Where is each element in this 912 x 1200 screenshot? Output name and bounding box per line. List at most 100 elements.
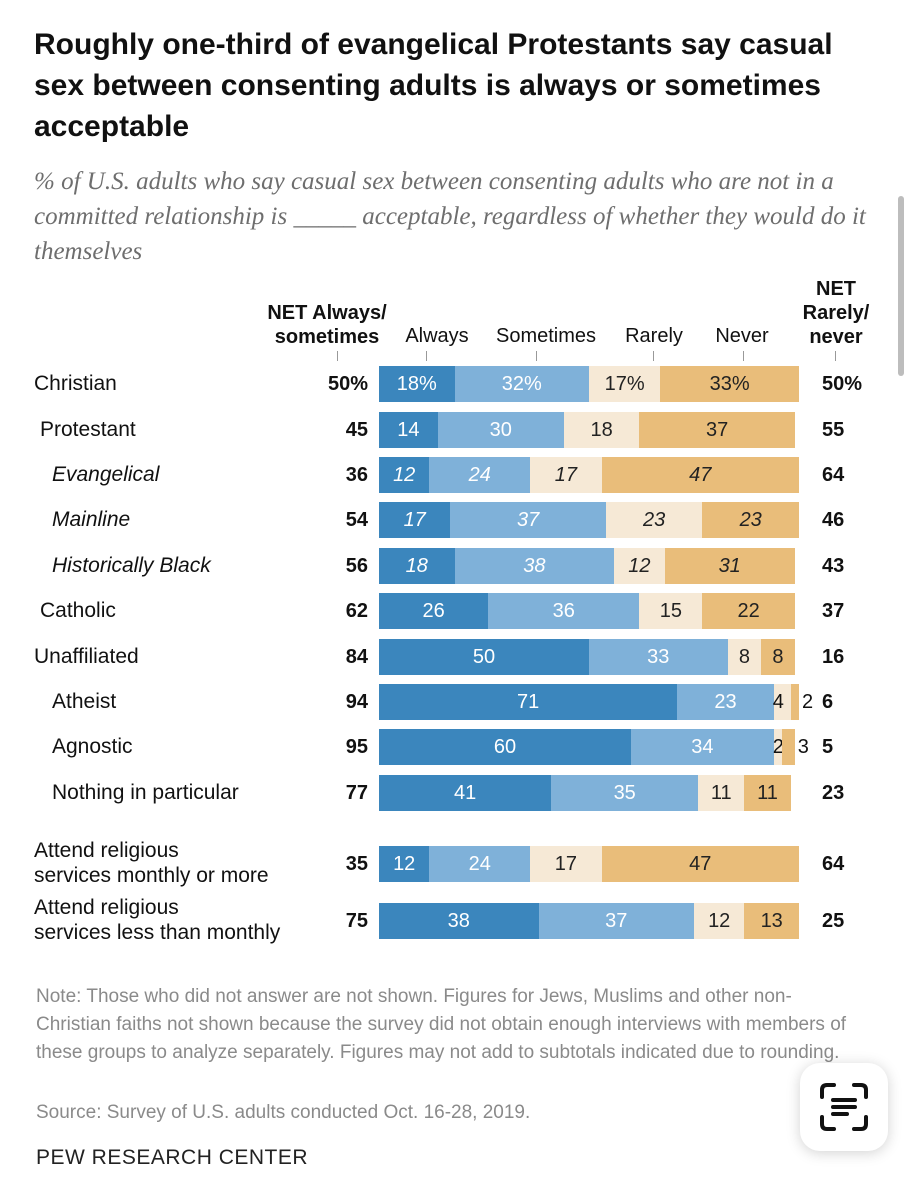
net-always-sometimes-value: 50% <box>327 373 368 395</box>
row-label: Attend religious services monthly or more <box>34 838 269 888</box>
net-always-sometimes-value: 62 <box>345 600 368 622</box>
bar-segment-always: 26 <box>379 593 489 629</box>
bar-value-label: 34 <box>691 735 714 758</box>
net-rarely-never-value: 50% <box>822 373 863 395</box>
bar-segment-never <box>790 684 799 720</box>
bar-segment-always: 41 <box>379 775 552 811</box>
header-tick-rarely <box>653 351 654 361</box>
bar-segment-sometimes: 24 <box>429 846 531 882</box>
header-net-rarely-never: NET Rarely/ never <box>786 277 886 349</box>
bar-value-label: 8 <box>738 645 750 668</box>
bar-value-label: 23 <box>642 508 666 531</box>
row-label: Attend religious services less than month… <box>34 895 280 945</box>
net-rarely-never-value: 37 <box>822 600 845 622</box>
bar-value-label: 35 <box>613 781 636 804</box>
net-rarely-never-value: 43 <box>822 555 845 577</box>
net-always-sometimes-value: 45 <box>345 419 368 441</box>
scrollbar[interactable] <box>898 196 904 376</box>
brand-name: PEW RESEARCH CENTER <box>36 1146 309 1169</box>
chart-source: Source: Survey of U.S. adults conducted … <box>36 1102 531 1123</box>
row-label: Agnostic <box>52 735 133 758</box>
net-always-sometimes-value: 35 <box>345 853 368 875</box>
bar-segment-rarely: 11 <box>698 775 745 811</box>
bar-value-label: 12 <box>393 463 416 486</box>
chart-title: Roughly one-third of evangelical Protest… <box>34 28 833 143</box>
header-rarely: Rarely <box>625 325 683 347</box>
bar-segment-sometimes: 35 <box>551 775 699 811</box>
header-always: Always <box>405 325 469 347</box>
bar-value-label: 71 <box>516 690 540 713</box>
bar-value-label: 37 <box>516 508 540 531</box>
bar-segment-always: 18 <box>379 548 455 584</box>
bar-value-label: 26 <box>422 599 445 622</box>
bar-value-label: 24 <box>468 463 491 486</box>
bar-value-label: 4 <box>772 691 784 713</box>
bar-segment-rarely: 17 <box>530 457 602 493</box>
header-tick-net-right <box>835 351 836 361</box>
header-never: Never <box>715 325 769 347</box>
net-rarely-never-value: 64 <box>822 853 845 875</box>
bar-segment-sometimes: 33 <box>589 639 728 675</box>
bar-value-label: 11 <box>710 781 732 804</box>
bar-value-label: 41 <box>453 781 477 804</box>
bar-segment-always: 14 <box>379 412 438 448</box>
net-always-sometimes-value: 77 <box>345 782 368 804</box>
row-label: Protestant <box>40 418 136 441</box>
row-label: Atheist <box>52 690 117 713</box>
bar-value-label: 15 <box>659 599 683 622</box>
net-rarely-never-value: 6 <box>822 691 834 713</box>
row-label: Unaffiliated <box>34 645 139 668</box>
bar-segment-never: 33% <box>660 366 799 402</box>
bar-segment-always: 12 <box>379 457 430 493</box>
header-net-left-line1: NET Always/ <box>267 302 387 324</box>
bar-segment-never: 31 <box>664 548 795 584</box>
net-always-sometimes-value: 95 <box>345 736 368 758</box>
bar-segment-sometimes: 34 <box>631 729 774 765</box>
bar-segment-sometimes: 36 <box>488 593 640 629</box>
bar-value-label: 18 <box>405 554 428 577</box>
bar-segment-sometimes: 30 <box>437 412 564 448</box>
bar-segment-sometimes: 37 <box>538 903 694 939</box>
row-label-line: services less than monthly <box>34 921 281 944</box>
bar-value-label: 47 <box>689 463 712 486</box>
net-rarely-never-value: 16 <box>822 646 845 668</box>
bar-value-label: 33% <box>709 372 750 395</box>
bar-segment-never: 23 <box>702 502 799 538</box>
bar-segment-always: 18% <box>379 366 455 402</box>
bar-segment-sometimes: 23 <box>677 684 774 720</box>
chart-note: Note: Those who did not answer are not s… <box>36 986 847 1063</box>
bar-value-label: 12 <box>708 909 731 932</box>
net-always-sometimes-value: 84 <box>345 646 368 668</box>
bar-segment-sometimes: 32% <box>454 366 589 402</box>
header-net-left-line2: sometimes <box>274 326 380 348</box>
bar-segment-rarely: 17% <box>589 366 661 402</box>
net-always-sometimes-value: 54 <box>345 509 368 531</box>
header-net-right-line1: NET <box>816 278 856 300</box>
bar-segment-rarely <box>773 729 783 765</box>
bar-segment-rarely: 12 <box>694 903 745 939</box>
net-rarely-never-value: 25 <box>822 910 845 932</box>
net-rarely-never-value: 64 <box>822 464 845 486</box>
header-tick-never <box>743 351 744 361</box>
bar-segment-always: 50 <box>379 639 589 675</box>
header-net-right-line2: Rarely/ <box>802 302 870 324</box>
bar-segment-sometimes: 38 <box>454 548 615 584</box>
row-label: Christian <box>34 372 117 395</box>
net-rarely-never-value: 55 <box>822 419 845 441</box>
net-always-sometimes-value: 75 <box>345 910 368 932</box>
bar-value-label: 18% <box>396 372 437 395</box>
bar-value-label: 11 <box>757 781 778 804</box>
header-tick-net-left <box>337 351 338 361</box>
bar-value-label: 36 <box>552 599 575 622</box>
header-sometimes: Sometimes <box>495 325 597 347</box>
bar-segment-never: 22 <box>702 593 795 629</box>
bar-value-label: 60 <box>493 735 517 758</box>
bar-value-label: 12 <box>393 852 416 875</box>
chart-subtitle: % of U.S. adults who say casual sex betw… <box>34 168 866 265</box>
net-rarely-never-value: 5 <box>822 736 834 758</box>
bar-value-label: 12 <box>628 554 651 577</box>
bar-value-label: 17 <box>403 508 426 531</box>
bar-value-label: 50 <box>472 645 496 668</box>
text-scan-button[interactable] <box>800 1063 888 1151</box>
bar-value-label: 37 <box>705 418 729 441</box>
